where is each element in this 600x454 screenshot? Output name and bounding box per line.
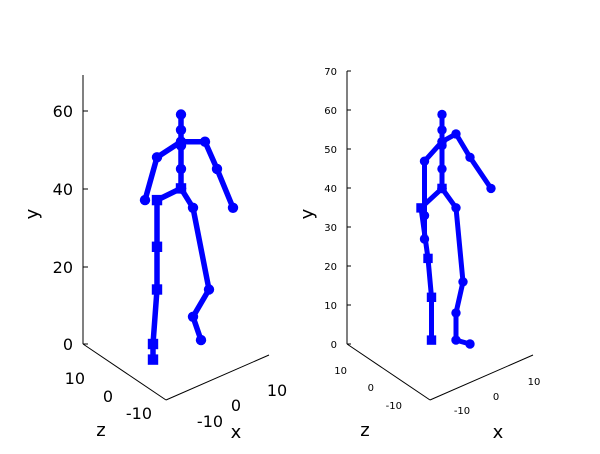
z-axis-line	[346, 343, 431, 401]
z-axis-label: z	[96, 420, 105, 441]
joint-marker	[147, 338, 159, 350]
joint-marker	[451, 335, 461, 345]
joint-marker	[175, 109, 187, 120]
z-tick-label: 0	[103, 387, 113, 406]
y-tick-label: 10	[324, 301, 337, 312]
joint-marker	[175, 163, 187, 175]
joint-marker	[486, 183, 496, 194]
z-axis-label: z	[360, 420, 369, 441]
skeleton-plot-left	[139, 109, 239, 365]
joint-marker	[175, 124, 187, 136]
x-axis-line	[165, 354, 270, 401]
joint-marker	[151, 194, 163, 206]
joint-marker	[227, 202, 239, 213]
joint-marker	[416, 203, 426, 213]
joint-marker	[139, 194, 151, 206]
joint-marker	[426, 335, 437, 345]
joint-marker	[426, 292, 437, 302]
joint-marker	[151, 152, 163, 163]
joint-marker	[199, 136, 211, 147]
skeleton-segment-right-arm	[178, 138, 236, 211]
joint-marker	[437, 164, 447, 174]
skeleton-plot-right	[416, 109, 496, 349]
y-tick-label: 70	[324, 67, 337, 78]
y-tick-label: 60	[53, 102, 73, 121]
y-tick-label: 0	[331, 340, 337, 351]
x-tick-label: -10	[454, 406, 470, 417]
joint-marker	[451, 203, 461, 213]
x-axis-label: x	[231, 422, 242, 443]
joint-marker	[437, 183, 447, 194]
x-tick-label: 0	[493, 392, 499, 403]
skeleton-segment-right-arm	[439, 131, 494, 191]
y-tick-label: 20	[53, 258, 73, 277]
joint-marker	[437, 137, 447, 147]
y-tick-label: 60	[324, 106, 337, 117]
subplot-right: 0 10 20 30 40 50 60 70 10 0 -10 -10 0 10…	[297, 67, 540, 443]
joint-marker	[151, 284, 163, 295]
z-tick-label: 10	[65, 369, 85, 388]
joint-marker	[187, 202, 199, 213]
joint-marker	[465, 152, 475, 162]
y-tick-label: 30	[324, 223, 337, 234]
z-tick-label: -10	[126, 404, 152, 423]
joint-marker	[195, 334, 207, 346]
x-axis-label: x	[493, 422, 504, 443]
joint-marker	[419, 156, 430, 166]
y-tick-label: 40	[53, 180, 73, 199]
joint-marker	[458, 277, 468, 287]
z-tick-label: 0	[368, 383, 374, 394]
joint-marker	[147, 354, 159, 365]
joint-marker	[211, 163, 223, 175]
joint-marker	[437, 109, 447, 120]
joint-marker	[437, 125, 447, 135]
skeleton-segment-left-leg	[150, 185, 184, 363]
x-tick-label: 10	[528, 377, 541, 388]
joint-marker	[151, 241, 163, 252]
x-tick-label: 0	[231, 396, 241, 415]
y-axis-label: y	[297, 208, 318, 219]
y-tick-label: 20	[324, 262, 337, 273]
joint-marker	[465, 339, 475, 349]
y-tick-label: 40	[324, 184, 337, 195]
joint-marker	[423, 253, 433, 264]
joint-marker	[451, 308, 461, 318]
y-tick-label: 0	[63, 335, 73, 354]
y-axis-label: y	[22, 208, 43, 219]
joint-marker	[175, 183, 187, 194]
subplot-left: 0 20 40 60 10 0 -10 -10 0 10 y z x	[22, 75, 287, 443]
joint-marker	[175, 136, 187, 147]
z-axis-line	[82, 343, 167, 401]
x-tick-label: 10	[267, 381, 287, 400]
joint-marker	[451, 129, 461, 139]
y-tick-label: 50	[324, 145, 337, 156]
joint-marker	[187, 311, 199, 322]
z-tick-label: 10	[334, 366, 347, 377]
x-axis-line	[429, 354, 534, 401]
x-tick-label: -10	[197, 412, 223, 431]
joint-marker	[203, 284, 215, 295]
z-tick-label: -10	[386, 401, 402, 412]
